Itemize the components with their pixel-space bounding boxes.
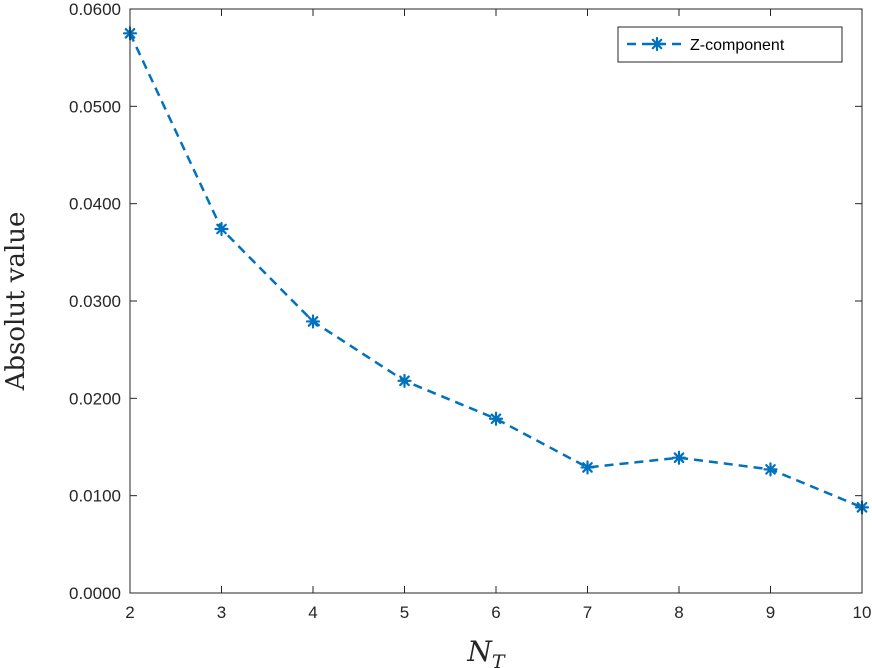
x-tick-label: 8 [674,603,683,622]
data-point-marker [214,221,229,237]
x-tick-label: 2 [125,603,134,622]
x-tick-label: 4 [308,603,317,622]
x-tick-label: 9 [766,603,775,622]
x-tick-label: 10 [853,603,872,622]
y-tick-label: 0.0200 [69,389,121,408]
x-tick-label: 3 [217,603,226,622]
legend-marker-asterisk [649,36,665,52]
data-point-marker [580,460,595,475]
plot-frame [129,8,863,594]
data-point-marker [763,462,778,477]
legend: Z-component [617,26,843,63]
y-tick-label: 0.0400 [69,195,121,214]
x-tick-label: 6 [491,603,500,622]
series-line-z-component [128,32,863,509]
data-point-marker [671,450,687,465]
y-tick-label: 0.0000 [69,584,121,603]
data-point-marker [397,373,412,388]
plot-area [130,9,862,593]
x-axis-label: NT [466,635,506,668]
y-axis-label: Absolut value [1,212,31,392]
data-point-marker [488,411,504,426]
x-tick-label: 5 [400,603,409,622]
y-tick-label: 0.0100 [69,487,121,506]
legend-label: Z-component [690,37,785,54]
x-axis-label-subscript: T [492,651,506,668]
y-tick-label: 0.0300 [69,292,121,311]
y-tick-label: 0.0500 [69,97,121,116]
data-point-marker [305,314,321,329]
x-tick-label: 7 [583,603,592,622]
y-tick-label: 0.0600 [69,0,121,19]
legend-marker [649,36,665,52]
x-axis-label-main: N [466,635,493,668]
